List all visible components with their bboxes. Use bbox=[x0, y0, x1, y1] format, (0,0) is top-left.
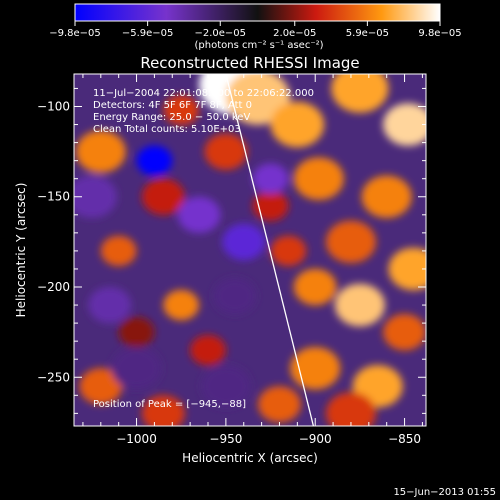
colorbar-tick-label: 5.9e−05 bbox=[346, 28, 389, 39]
heatmap-image bbox=[74, 74, 426, 426]
colorbar-tick-label: 2.0e−05 bbox=[273, 28, 316, 39]
axes: −1000 −950 −900 −850 −100 −150 −200 −250 bbox=[37, 74, 426, 446]
heatmap-blob bbox=[331, 74, 389, 113]
chart-title: Reconstructed RHESSI Image bbox=[140, 54, 359, 72]
heatmap-blob bbox=[383, 103, 426, 146]
x-tick-label: −850 bbox=[388, 432, 421, 446]
y-tick-label: −150 bbox=[37, 190, 70, 204]
plot-timestamp: 15−Jun−2013 01:55 bbox=[393, 487, 496, 498]
colorbar bbox=[75, 4, 440, 21]
colorbar-ticks: −9.8e−05 −5.9e−05 −2.0e−05 2.0e−05 5.9e−05 9.… bbox=[49, 21, 462, 39]
heatmap-blob bbox=[334, 283, 385, 327]
annotation-line: Clean Total counts: 5.10E+03 bbox=[93, 124, 241, 135]
observation-annotations: 11−Jul−2004 22:01:08.000 to 22:06:22.000… bbox=[93, 88, 314, 135]
heatmap-blob bbox=[136, 145, 173, 176]
heatmap-blob bbox=[100, 235, 137, 267]
solar-limb-line bbox=[225, 74, 315, 426]
heatmap-blob bbox=[190, 334, 226, 366]
heatmap-blob bbox=[270, 101, 325, 148]
colorbar-tick-label: −2.0e−05 bbox=[194, 28, 246, 39]
colorbar-units-label: (photons cm⁻² s⁻¹ asec⁻²) bbox=[194, 40, 323, 51]
y-axis-label: Heliocentric Y (arcsec) bbox=[14, 183, 28, 318]
heatmap-blob bbox=[74, 175, 117, 219]
heatmap-blob bbox=[383, 313, 426, 351]
colorbar-frame bbox=[74, 3, 441, 22]
heatmap-blob bbox=[325, 392, 376, 426]
y-tick-label: −100 bbox=[37, 99, 70, 113]
colorbar-tick-label: 9.8e−05 bbox=[418, 28, 461, 39]
heatmap-blob bbox=[325, 220, 376, 264]
peak-position-label: Position of Peak = [−945,−88] bbox=[93, 399, 246, 410]
heatmap-blob bbox=[118, 316, 155, 348]
heatmap-blob bbox=[258, 386, 301, 423]
colorbar-tick-label: −5.9e−05 bbox=[122, 28, 174, 39]
annotation-line: Detectors: 4F 5F 6F 7F 8F, Att 0 bbox=[93, 100, 252, 111]
x-tick-label: −950 bbox=[209, 432, 242, 446]
y-tick-label: −200 bbox=[37, 280, 70, 294]
heatmap-blob bbox=[163, 289, 200, 321]
heatmap-blob bbox=[111, 346, 162, 390]
heatmap-blob bbox=[293, 157, 344, 200]
heatmap-blob bbox=[252, 163, 289, 194]
heatmap-blob bbox=[213, 277, 257, 315]
heatmap-blob bbox=[204, 133, 248, 170]
annotation-line: Energy Range: 25.0 − 50.0 keV bbox=[93, 112, 250, 123]
heatmap-blob bbox=[79, 368, 123, 405]
heatmap-blob bbox=[290, 346, 341, 390]
heatmap-blob bbox=[200, 365, 251, 408]
heatmap-blob bbox=[141, 178, 185, 215]
heatmap-blob bbox=[141, 395, 185, 426]
annotation-line: 11−Jul−2004 22:01:08.000 to 22:06:22.000 bbox=[93, 88, 314, 99]
heatmap-blob bbox=[177, 196, 221, 234]
x-tick-label: −1000 bbox=[116, 432, 157, 446]
heatmap-blob bbox=[270, 235, 307, 267]
heatmap-blob bbox=[75, 130, 126, 173]
x-tick-label: −900 bbox=[299, 432, 332, 446]
y-tick-label: −250 bbox=[37, 370, 70, 384]
plot-frame bbox=[73, 73, 427, 427]
colorbar-tick-label: −9.8e−05 bbox=[49, 28, 101, 39]
heatmap-blob bbox=[361, 175, 412, 219]
heatmap-blob bbox=[293, 268, 337, 306]
heatmap-blob bbox=[225, 74, 291, 125]
heatmap-blob bbox=[88, 286, 132, 324]
heatmap-blob bbox=[163, 94, 200, 126]
x-axis-label: Heliocentric X (arcsec) bbox=[182, 451, 318, 465]
heatmap-blob bbox=[388, 247, 426, 291]
heatmap-blob bbox=[252, 190, 289, 221]
heatmap-blob bbox=[222, 223, 266, 261]
